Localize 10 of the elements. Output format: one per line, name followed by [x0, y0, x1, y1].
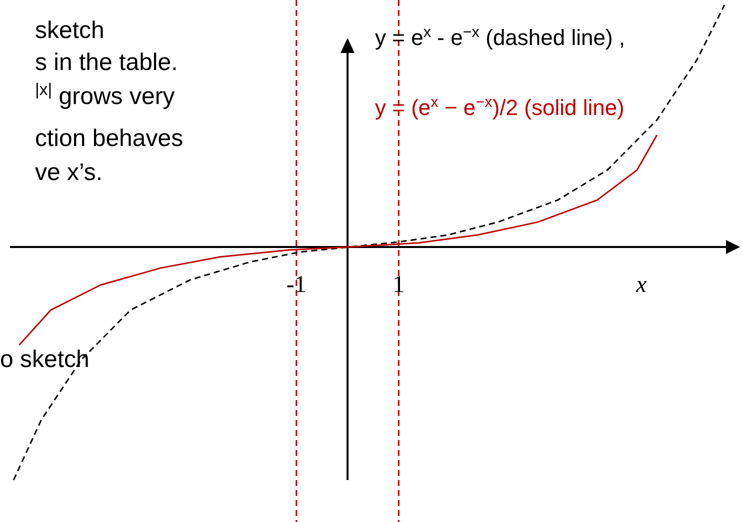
annotation: ve x’s.	[35, 159, 103, 186]
annotation: s in the table.	[35, 49, 178, 76]
annotation: $^{|x|}$ grows very	[35, 80, 175, 110]
x-tick-label: 1	[392, 272, 405, 298]
annotation: o sketch	[0, 346, 90, 373]
annotation: ction behaves	[35, 125, 184, 152]
annotation: sketch	[35, 17, 104, 44]
x-axis-title: x	[635, 272, 647, 298]
x-tick-label: -1	[286, 272, 306, 298]
legend-label: y = e$^{x}$ - e$^{−x}$ (dashed line) ,	[375, 24, 626, 50]
